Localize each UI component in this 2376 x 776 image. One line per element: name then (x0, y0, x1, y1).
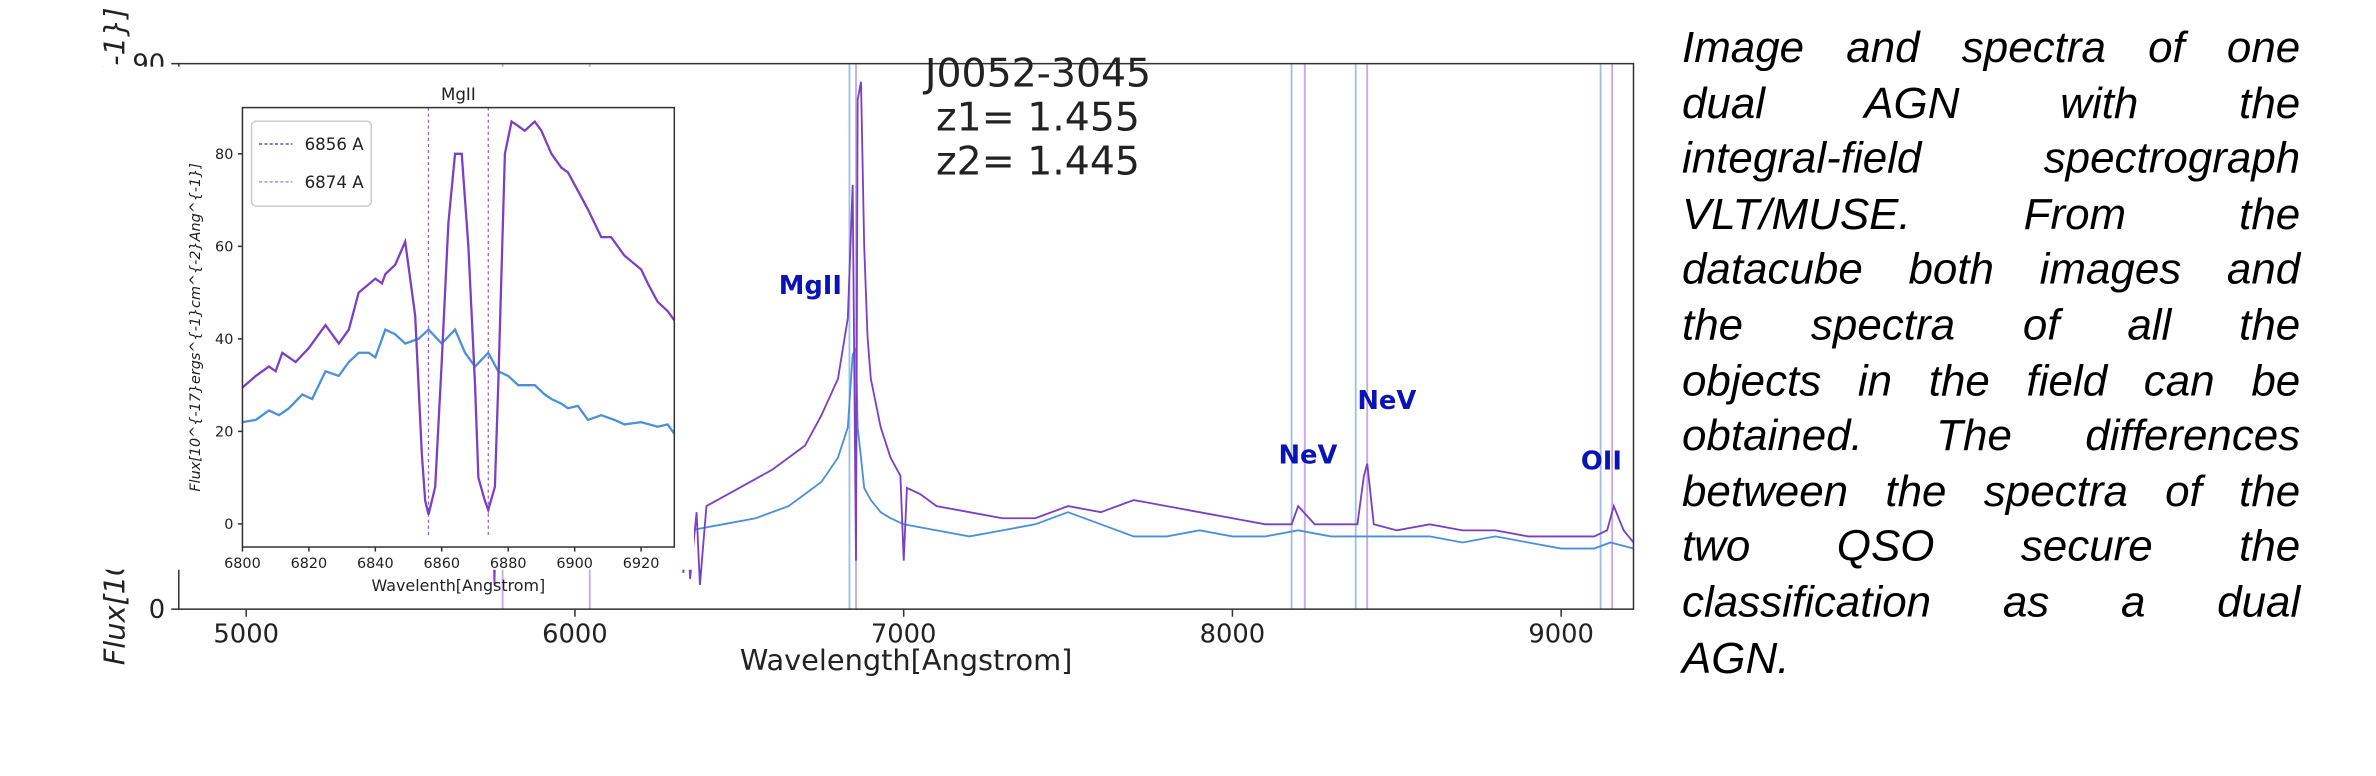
inset-y-tick-label: 40 (215, 332, 233, 348)
x-tick-label: 8000 (1200, 619, 1266, 649)
z1-label: z1= 1.455 (936, 94, 1140, 140)
caption-line: classification as a dual (1681, 578, 2301, 628)
x-tick-label: 6000 (542, 619, 608, 649)
caption-line: integral-field spectrograph (1681, 135, 2301, 184)
inset-z1-line (241, 119, 676, 515)
y-tick-label: 0 (149, 595, 165, 625)
inset-y-tick-label: 60 (215, 240, 233, 256)
x-axis-label: Wavelength[Angstrom] (740, 643, 1073, 677)
legend-label: 6874 A (305, 173, 365, 192)
emission-line-label: OII (1581, 447, 1622, 477)
emission-line-label: NeV (1278, 441, 1337, 471)
object-name: J0052-3045 (922, 50, 1151, 96)
caption-line: two QSO secure the (1681, 523, 2301, 572)
inset-z2-line (242, 327, 676, 435)
emission-line-label: NeV (1357, 386, 1416, 416)
spectrum-figure: 500060007000800090000102030405060708090W… (90, 7, 1635, 677)
emission-line-label: MgII (779, 271, 842, 301)
legend-label: 6856 A (305, 135, 365, 154)
caption: Image and spectra of one dual AGN with th… (1682, 21, 2300, 686)
inset-x-tick-label: 6900 (556, 556, 593, 572)
inset-axes-frame (241, 106, 676, 548)
inset-x-tick-label: 6860 (423, 556, 460, 572)
caption-line: objects in the field can be (1681, 356, 2301, 406)
inset-y-tick-label: 80 (215, 147, 233, 163)
inset-legend: 6856 A 6874 A (250, 120, 373, 207)
caption-line: datacube both images and (1681, 246, 2301, 295)
caption-line: AGN. (1681, 634, 1790, 683)
mgii-inset: MgII 6800 6820 6840 6860 6880 6900 6920 0 20 40 60 8… (90, 66, 695, 595)
caption-line: between the spectra of the (1681, 467, 2301, 517)
x-tick-label: 9000 (1528, 619, 1594, 649)
caption-line: obtained. The differences (1681, 412, 2301, 461)
inset-x-tick-label: 6920 (623, 556, 660, 572)
inset-y-axis-label: Flux[10^{-17}ergs^{-1}cm^{-2}Ang^{-1}] (188, 163, 204, 492)
caption-line: VLT/MUSE. From the (1681, 190, 2301, 240)
x-tick-label: 7000 (871, 619, 937, 649)
inset-x-tick-label: 6840 (357, 556, 394, 572)
z2-label: z2= 1.445 (936, 138, 1140, 184)
inset-x-tick-label: 6880 (490, 556, 527, 572)
caption-line: Image and spectra of one (1681, 24, 2301, 73)
inset-title: MgII (441, 85, 476, 104)
caption-line: dual AGN with the (1681, 79, 2301, 129)
inset-x-tick-label: 6820 (291, 556, 328, 572)
inset-y-tick-label: 0 (224, 517, 233, 533)
inset-x-tick-label: 6800 (224, 556, 261, 572)
caption-line: the spectra of all the (1681, 301, 2301, 350)
inset-y-tick-label: 20 (215, 425, 233, 441)
x-tick-label: 5000 (213, 619, 279, 649)
legend-box (250, 120, 373, 207)
inset-x-axis-label: Wavelenth[Angstrom] (372, 576, 546, 595)
inset-background (90, 66, 695, 570)
